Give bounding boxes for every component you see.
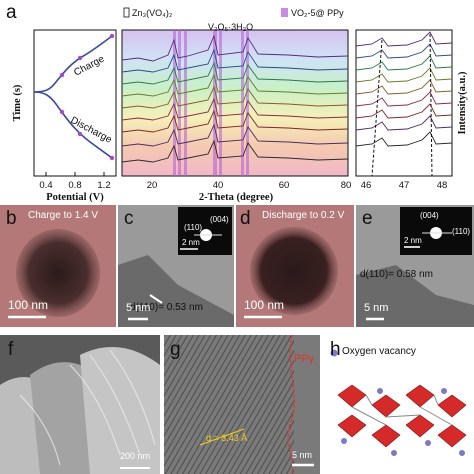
panel-b-caption: Charge to 1.4 V [28, 210, 99, 221]
panel-e-spot1: (004) [420, 211, 439, 220]
gcd-xlabel: Potential (V) [46, 192, 104, 203]
panel-c-scale-visible: 5 nm [126, 302, 151, 314]
panel-label-b: b [6, 208, 17, 229]
panel-c-spot2: (110) [184, 223, 203, 232]
panel-e-inset-scale: 2 nm [404, 236, 422, 245]
zoom-ylabel: Intensity(a.u.) [457, 71, 468, 135]
zoom-traces [355, 31, 453, 147]
xrd-legend-zn: Zn₃(VO₄)₂ [132, 8, 173, 18]
panel-g-hrtem: PPy d = 3.43 Å 5 nm [164, 335, 320, 474]
xrd-xtick-80: 80 [341, 180, 352, 191]
discharge-curve [33, 91, 113, 159]
panel-g-d-label: d = 3.43 Å [206, 433, 248, 443]
gcd-xtick-3: 1.2 [97, 180, 110, 191]
panel-a-zoom-plot: Intensity(a.u.) 46 47 48 [355, 29, 468, 191]
panel-c-spot1: (004) [210, 215, 229, 224]
xrd-legend-ppy: VO₂-5@ PPy [291, 8, 344, 18]
charge-points [59, 33, 115, 161]
panel-d-caption: Discharge to 0.2 V [262, 210, 345, 221]
panel-label-g: g [170, 339, 181, 360]
panel-c-d-label: d(110)= 0.53 nm [130, 302, 203, 313]
charge-curve [33, 35, 113, 93]
panel-g-scale: 5 nm [292, 450, 313, 460]
panel-label-f: f [8, 339, 14, 360]
xrd-xtick-40: 40 [213, 180, 224, 191]
panel-e-d-label: d(110)= 0.58 nm [360, 269, 433, 280]
panel-label-d: d [240, 208, 251, 229]
gcd-xtick-2: 0.8 [68, 180, 81, 191]
panel-g-ppy-label: PPy [294, 353, 315, 365]
zoom-xtick-46: 46 [361, 180, 372, 191]
panel-b-scale: 100 nm [8, 298, 49, 312]
xrd-xlabel: 2-Theta (degree) [199, 192, 274, 203]
discharge-label: Discharge [69, 115, 114, 146]
zoom-xtick-48: 48 [437, 180, 448, 191]
panel-f-scale: 200 nm [120, 451, 151, 461]
charge-label: Charge [72, 53, 107, 78]
xrd-xtick-60: 60 [279, 180, 290, 191]
gcd-xtick-1: 0.4 [39, 180, 52, 191]
panel-h-legend: Oxygen vacancy [342, 346, 416, 357]
panel-label-h: h [330, 339, 341, 360]
panel-c-hrtem: (004) (110) 2 nm d(110)= 0.53 nm 5 nm [118, 205, 234, 327]
panel-c-inset-scale: 2 nm [182, 238, 200, 247]
xrd-legend-v2o5: V₂O₅·3H₂O [208, 22, 253, 32]
panel-e-hrtem: (004) (110) 2 nm d(110)= 0.58 nm 5 nm [356, 205, 474, 327]
gcd-ylabel: Time (s) [12, 84, 23, 121]
panel-a-gcd-plot: Time (s) Potential (V) 0.4 0.8 1.2 Charg… [12, 29, 117, 203]
panel-f-sem: 200 nm [0, 335, 160, 474]
panel-a-xrd-plot: Zn₃(VO₄)₂ V₂O₅·3H₂O VO₂-5@ PPy 20 40 60 … [121, 7, 352, 203]
panel-label-a: a [6, 2, 17, 23]
xrd-traces [121, 34, 349, 163]
panel-e-spot2: (110) [452, 227, 471, 236]
panel-e-scale: 5 nm [364, 302, 389, 314]
panel-d-tem: Discharge to 0.2 V 100 nm [236, 205, 354, 327]
xrd-xtick-20: 20 [147, 180, 158, 191]
structure-octahedra [337, 384, 467, 448]
zoom-xtick-47: 47 [399, 180, 410, 191]
panel-b-tem: Charge to 1.4 V 100 nm [0, 205, 116, 327]
panel-d-scale: 100 nm [244, 298, 285, 312]
panel-h-structure: Oxygen vacancy [324, 335, 474, 474]
panel-label-c: c [124, 208, 134, 229]
panel-label-e: e [362, 208, 373, 229]
